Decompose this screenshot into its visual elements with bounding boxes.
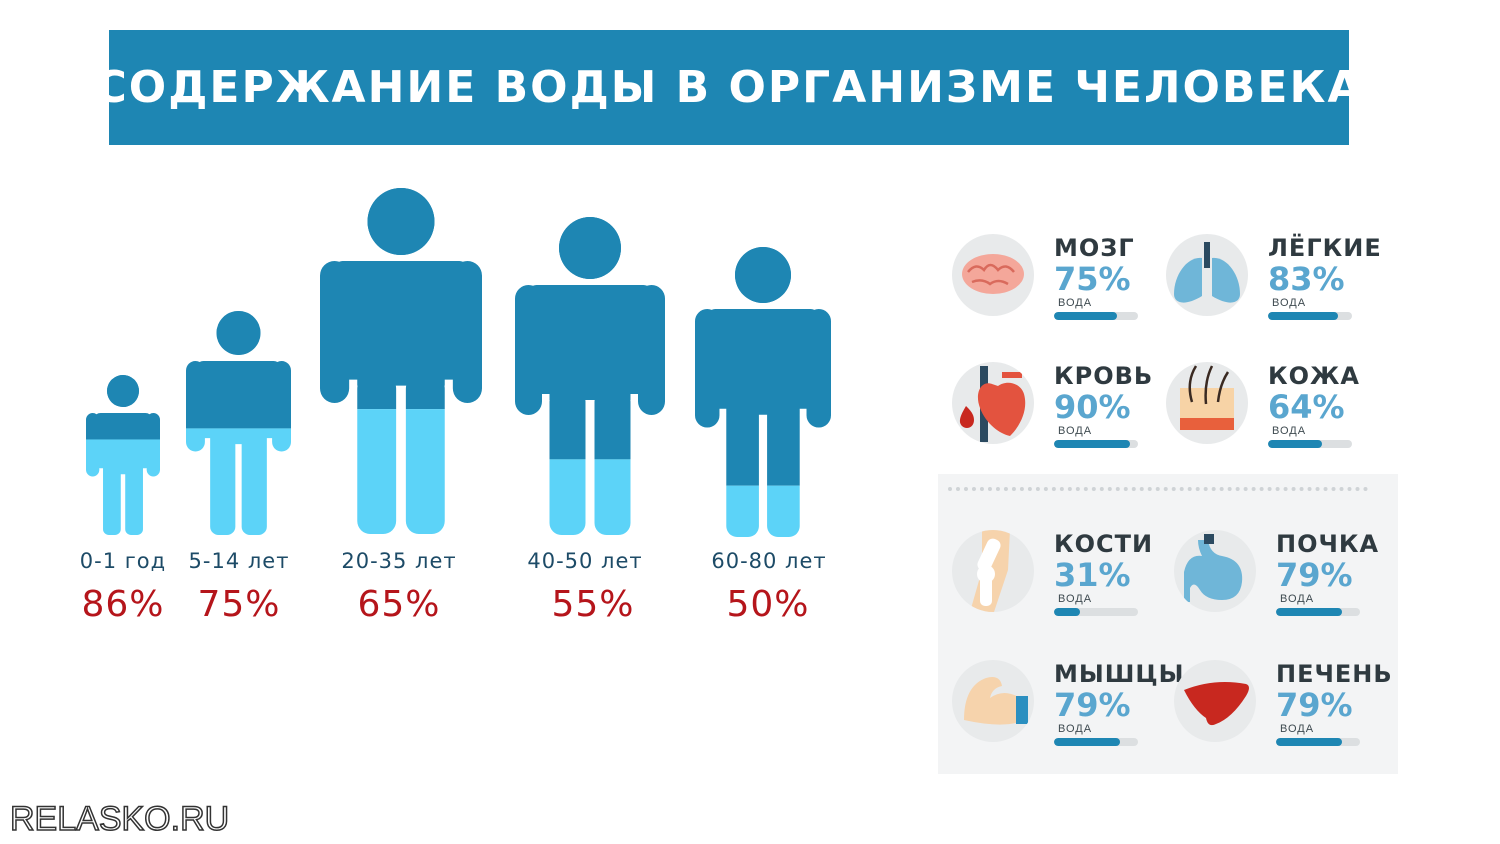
water-percent: 55% [551,584,635,625]
dotted-divider [948,487,1368,491]
person-water-part [320,409,482,534]
organ-value: 79% [1276,556,1353,594]
organ-name: ПЕЧЕНЬ [1276,660,1393,688]
person-water-part [186,428,291,535]
organ-name: МЫШЦЫ [1054,660,1185,688]
person-head [367,188,435,255]
person-svg [86,375,160,535]
liver-icon [1174,660,1256,742]
water-level-bar [1276,738,1360,746]
water-level-fill [1268,440,1322,448]
water-level-bar [1054,608,1138,616]
person-head [107,375,139,407]
water-level-bar [1268,440,1352,448]
water-level-fill [1276,738,1343,746]
organ-name: ЛЁГКИЕ [1268,234,1382,262]
organ-name: КРОВЬ [1054,362,1154,390]
water-level-fill [1268,312,1338,320]
water-percent: 75% [197,584,281,625]
person-head [216,311,261,355]
skin-icon [1166,362,1248,444]
water-level-bar [1268,312,1352,320]
age-figures: 0-1 год 5-14 лет 20-35 лет 40-50 лет 60-… [79,188,831,625]
organ-value: 79% [1276,686,1353,724]
heart-blood-icon [952,362,1034,444]
age-label: 40-50 лет [527,549,643,573]
water-level-fill [1276,608,1343,616]
water-level-fill [1054,312,1117,320]
organ-sub-label: ВОДА [1280,593,1315,605]
person-water-part [515,459,665,535]
muscle-arm-icon [952,660,1034,742]
organ-value: 79% [1054,686,1131,724]
organ-name: ПОЧКА [1276,530,1380,558]
person-figure [695,247,831,537]
age-label: 0-1 год [79,549,167,573]
water-level-fill [1054,608,1081,616]
organ-value: 31% [1054,556,1131,594]
organ-sub-label: ВОДА [1272,297,1307,309]
organ-value: 90% [1054,388,1131,426]
organ-sub-label: ВОДА [1058,723,1093,735]
person-svg [695,247,831,537]
person-figure [186,311,291,535]
water-level-bar [1054,312,1138,320]
water-percent: 65% [357,584,441,625]
person-water-part [86,439,160,535]
person-svg [320,188,482,534]
organ-card-skin: КОЖА 64% ВОДА [1166,362,1386,462]
page-title: СОДЕРЖАНИЕ ВОДЫ В ОРГАНИЗМЕ ЧЕЛОВЕКА [94,62,1364,113]
bone-joint-icon [952,530,1034,612]
organ-sub-label: ВОДА [1058,297,1093,309]
organ-value: 75% [1054,260,1131,298]
age-label: 5-14 лет [188,549,290,573]
lungs-icon [1166,234,1248,316]
organ-card-lungs: ЛЁГКИЕ 83% ВОДА [1166,234,1386,334]
organ-value: 64% [1268,388,1345,426]
organ-card-kidney: ПОЧКА 79% ВОДА [1174,530,1394,630]
age-label: 20-35 лет [341,549,457,573]
person-figure [320,188,482,534]
brain-icon [952,234,1034,316]
title-banner: СОДЕРЖАНИЕ ВОДЫ В ОРГАНИЗМЕ ЧЕЛОВЕКА [95,30,1362,145]
water-percent: 50% [726,584,810,625]
water-level-fill [1054,440,1130,448]
organ-card-bones: КОСТИ 31% ВОДА [952,530,1172,630]
person-figure [515,217,665,535]
organ-card-blood: КРОВЬ 90% ВОДА [952,362,1172,462]
person-water-part [695,485,831,537]
organ-sub-label: ВОДА [1272,425,1307,437]
water-level-bar [1054,738,1138,746]
water-level-fill [1054,738,1121,746]
organ-value: 83% [1268,260,1345,298]
person-svg [515,217,665,535]
kidney-icon [1174,530,1256,612]
age-label: 60-80 лет [711,549,827,573]
watermark: RELASKO.RU [9,799,230,839]
organ-sub-label: ВОДА [1058,425,1093,437]
organ-sub-label: ВОДА [1280,723,1315,735]
person-figure [86,375,160,535]
person-svg [186,311,291,535]
organ-name: КОЖА [1268,362,1360,390]
person-head [559,217,621,279]
organ-sub-label: ВОДА [1058,593,1093,605]
water-level-bar [1276,608,1360,616]
organ-name: МОЗГ [1054,234,1135,262]
organ-card-brain: МОЗГ 75% ВОДА [952,234,1172,334]
organ-name: КОСТИ [1054,530,1154,558]
organ-card-liver: ПЕЧЕНЬ 79% ВОДА [1174,660,1394,760]
person-head [735,247,791,303]
water-percent: 86% [81,584,165,625]
organ-card-muscles: МЫШЦЫ 79% ВОДА [952,660,1184,760]
water-level-bar [1054,440,1138,448]
